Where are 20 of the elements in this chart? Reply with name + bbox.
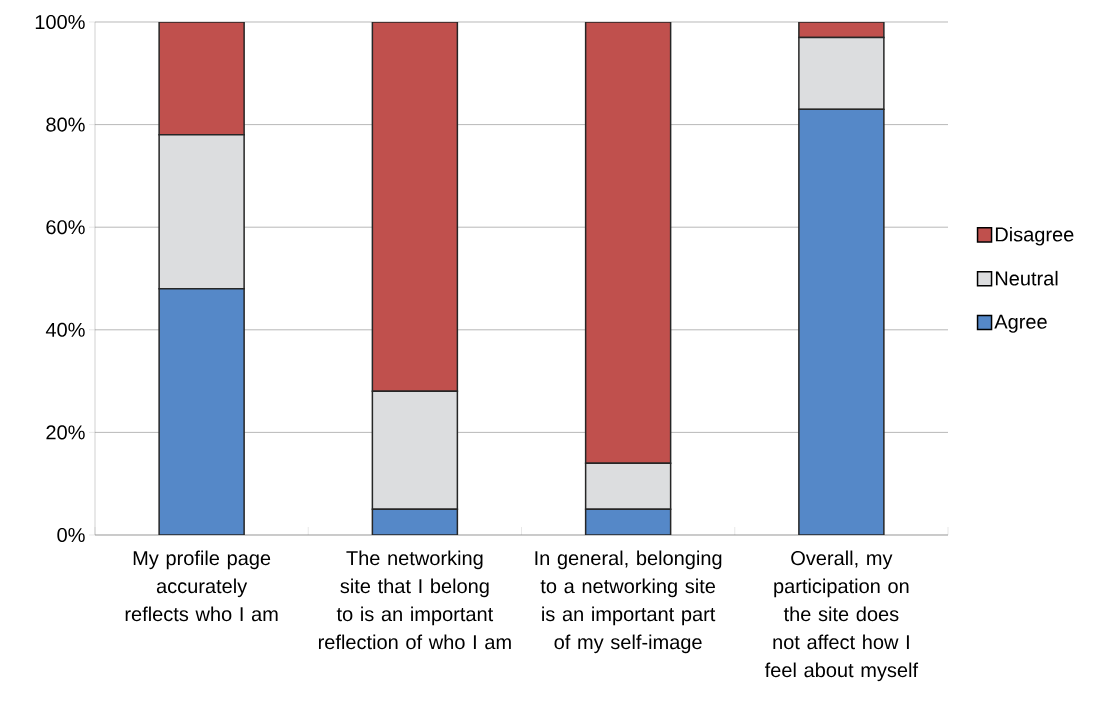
bar [584, 22, 672, 464]
y-tick-label: 20% [46, 425, 85, 440]
bar [371, 508, 459, 535]
y-tick-label: 0% [57, 527, 85, 543]
x-tick-label: My profile page accurately reflects who I am [125, 550, 278, 622]
bar [158, 22, 245, 136]
bar [371, 22, 459, 393]
y-tick-label: 100% [35, 14, 85, 30]
x-tick-label: Overall, my participation on the site does not affect how I feel about myself [764, 550, 919, 682]
y-tick-label: 80% [46, 117, 85, 132]
y-tick-label: 40% [45, 322, 85, 337]
bar [158, 288, 245, 535]
x-tick-label: In general, belonging to a networking site is an important part of my self-image [535, 550, 722, 654]
legend-label: Neutral [995, 270, 1058, 286]
legend-label: Disagree [995, 226, 1074, 246]
y-tick-label: 60% [46, 220, 85, 235]
bar [584, 508, 672, 535]
bar [798, 108, 885, 535]
x-tick-label: The networking site that I belong to is an important reflection of who I am [318, 550, 511, 650]
legend-label: Agree [994, 314, 1047, 333]
